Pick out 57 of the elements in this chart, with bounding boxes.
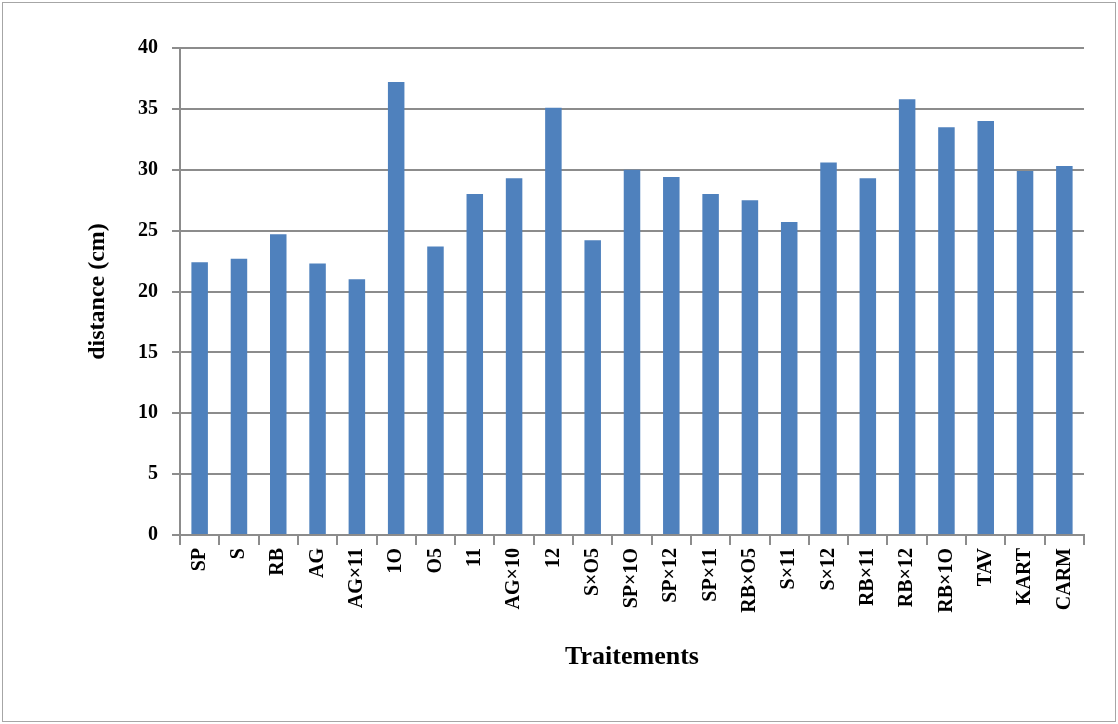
y-tick-label: 20 (138, 278, 158, 301)
bar (191, 262, 208, 534)
x-tick-label: AG (304, 547, 327, 578)
x-tick-label: RB×12 (894, 548, 917, 608)
x-tick-label: RB×11 (855, 548, 877, 607)
bar (898, 99, 916, 534)
x-tick-label: S (226, 548, 249, 560)
y-tick-label: 5 (148, 461, 158, 484)
bar (741, 200, 759, 534)
bar (270, 234, 287, 534)
y-tick-label: 10 (138, 400, 158, 423)
bar (230, 258, 248, 534)
bar (466, 194, 484, 534)
x-tick-label: S×O5 (579, 548, 602, 597)
y-tick-label: 15 (138, 339, 158, 362)
bar (702, 194, 719, 534)
x-tick-label: AG×10 (501, 548, 524, 610)
bar (387, 82, 405, 534)
x-tick-label: 11 (461, 548, 484, 567)
x-tick-label: SP (186, 548, 209, 572)
bar (505, 178, 523, 534)
bar (348, 279, 366, 534)
x-tick-label: TAV (972, 547, 995, 587)
bar (1016, 170, 1034, 534)
x-tick-label: 12 (540, 548, 563, 568)
bar (780, 222, 798, 534)
y-tick-label: 35 (138, 96, 158, 119)
bar (1056, 166, 1073, 534)
y-tick-label: 0 (148, 522, 158, 545)
y-tick-label: 40 (138, 35, 158, 58)
x-tick-label: RB (265, 548, 288, 576)
x-tick-label: SP×1O (619, 548, 642, 609)
x-tick-label: RB×1O (933, 548, 956, 613)
x-tick-label: S×12 (815, 548, 838, 591)
y-tick-label: 25 (138, 217, 158, 240)
bar (977, 121, 994, 534)
bar (309, 263, 326, 534)
x-tick-label: AG×11 (344, 548, 367, 609)
x-tick-label: SP×12 (658, 548, 681, 603)
x-tick-label: KART (1012, 547, 1035, 606)
bar (859, 178, 877, 534)
x-tick-label: 1O (383, 548, 406, 574)
y-axis-title: distance (cm) (82, 223, 109, 360)
bar (545, 107, 562, 534)
x-tick-label: CARM (1051, 547, 1074, 611)
x-tick-label: RB×O5 (737, 548, 760, 613)
bar (938, 127, 955, 534)
x-tick-label: SP×11 (697, 548, 720, 602)
bar (663, 177, 680, 534)
y-tick-label: 30 (138, 156, 158, 179)
bar (820, 162, 837, 534)
x-axis-title: Traitements (565, 641, 699, 671)
bar (623, 169, 641, 534)
bar (584, 240, 601, 534)
x-tick-label: O5 (422, 548, 445, 574)
x-tick-label: S×11 (776, 548, 799, 590)
bar (427, 246, 444, 534)
